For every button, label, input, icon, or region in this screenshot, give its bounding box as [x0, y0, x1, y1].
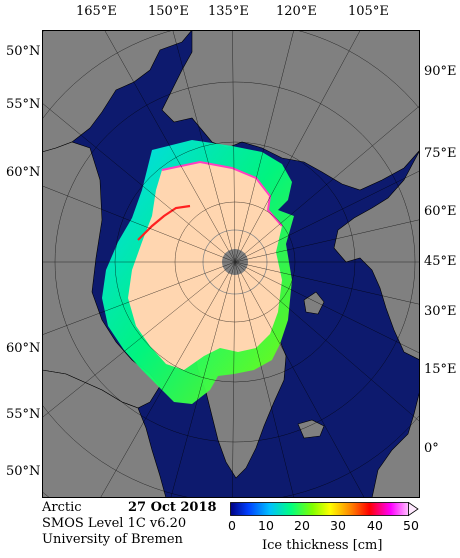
longitude-label-0: 0°	[424, 441, 439, 456]
longitude-label-15e: 15°E	[424, 362, 457, 377]
latitude-label-55n-bottom: 55°N	[6, 407, 41, 422]
land-siberia	[161, 30, 420, 191]
latitude-label-50n-top: 50°N	[6, 44, 41, 59]
arctic-sea-ice-map	[42, 30, 420, 498]
land-europe	[371, 389, 420, 498]
region-label: Arctic	[42, 500, 82, 515]
latitude-label-50n-bottom: 50°N	[6, 464, 41, 479]
colorbar-gradient	[230, 502, 409, 516]
longitude-label-60e: 60°E	[424, 204, 457, 219]
latitude-label-60n-bottom: 60°N	[6, 341, 41, 356]
longitude-label-120e: 120°E	[276, 4, 317, 19]
colorbar-tick-10: 10	[258, 518, 274, 533]
land-iceland	[297, 419, 325, 439]
longitude-label-105e: 105°E	[348, 4, 389, 19]
product-label: SMOS Level 1C v6.20	[42, 516, 187, 531]
colorbar	[230, 502, 419, 517]
colorbar-extend-arrow	[408, 502, 419, 517]
latitude-label-55n-top: 55°N	[6, 97, 41, 112]
longitude-label-135e: 135°E	[208, 4, 249, 19]
sea-ice-magenta-rim	[161, 160, 283, 227]
map-frame	[42, 30, 420, 498]
graticule	[42, 30, 420, 498]
colorbar-tick-0: 0	[228, 518, 236, 533]
colorbar-tick-30: 30	[330, 518, 346, 533]
colorbar-title: Ice thickness [cm]	[262, 538, 383, 553]
longitude-label-45e: 45°E	[424, 254, 457, 269]
sea-ice-red-patch	[137, 204, 191, 241]
colorbar-tick-20: 20	[294, 518, 310, 533]
land-labrador	[42, 369, 167, 498]
colorbar-tick-50: 50	[403, 518, 419, 533]
longitude-label-30e: 30°E	[424, 304, 457, 319]
colorbar-tick-40: 40	[367, 518, 383, 533]
land-svalbard	[303, 291, 325, 315]
land-scandinavia	[333, 149, 420, 361]
institution-label: University of Bremen	[42, 532, 183, 547]
longitude-label-165e: 165°E	[76, 4, 117, 19]
longitude-label-150e: 150°E	[148, 4, 189, 19]
longitude-label-90e: 90°E	[424, 64, 457, 79]
longitude-label-75e: 75°E	[424, 146, 457, 161]
date-label: 27 Oct 2018	[128, 500, 217, 515]
latitude-label-60n-top: 60°N	[6, 165, 41, 180]
